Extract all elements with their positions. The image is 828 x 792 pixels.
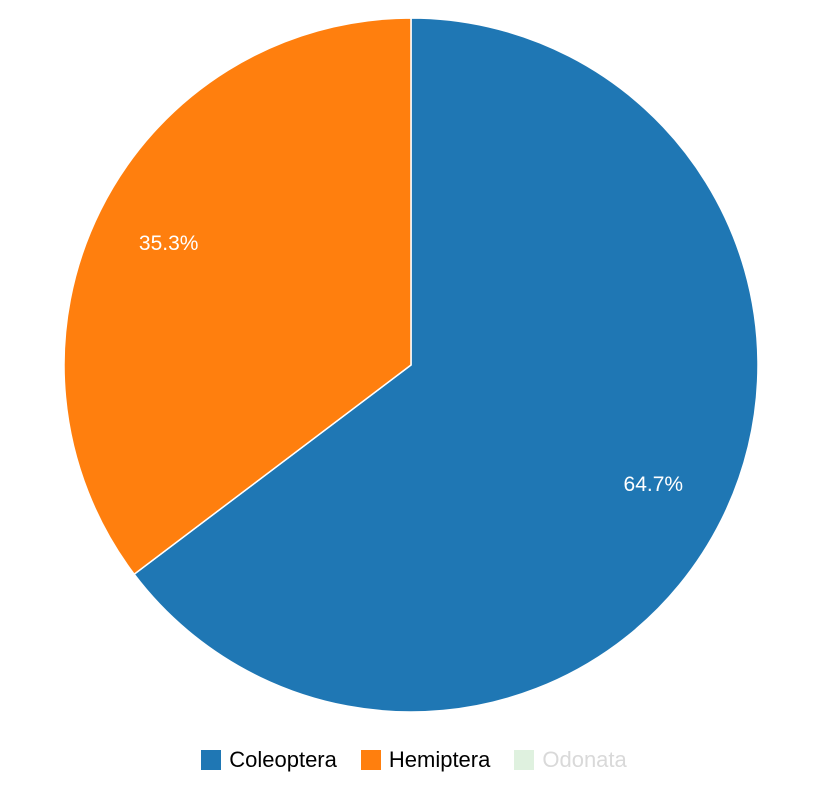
legend-item-coleoptera[interactable]: Coleoptera bbox=[201, 747, 337, 773]
pie-slice-coleoptera[interactable] bbox=[133, 17, 759, 713]
legend-label-odonata: Odonata bbox=[542, 747, 627, 772]
legend-swatch-coleoptera bbox=[201, 750, 222, 770]
legend-item-hemiptera[interactable]: Hemiptera bbox=[360, 747, 491, 773]
legend-swatch-hemiptera bbox=[360, 750, 381, 770]
slice-label-coleoptera: 64.7% bbox=[624, 473, 684, 496]
pie-chart: 64.7% 35.3% bbox=[63, 17, 759, 713]
legend-item-odonata[interactable]: Odonata bbox=[514, 747, 627, 773]
legend-swatch-odonata bbox=[514, 750, 535, 770]
legend-label-coleoptera: Coleoptera bbox=[229, 747, 337, 772]
legend: Coleoptera Hemiptera Odonata bbox=[0, 747, 828, 773]
slice-label-hemiptera: 35.3% bbox=[139, 232, 199, 255]
legend-label-hemiptera: Hemiptera bbox=[388, 747, 491, 772]
pie-slice-hemiptera[interactable] bbox=[63, 17, 412, 576]
